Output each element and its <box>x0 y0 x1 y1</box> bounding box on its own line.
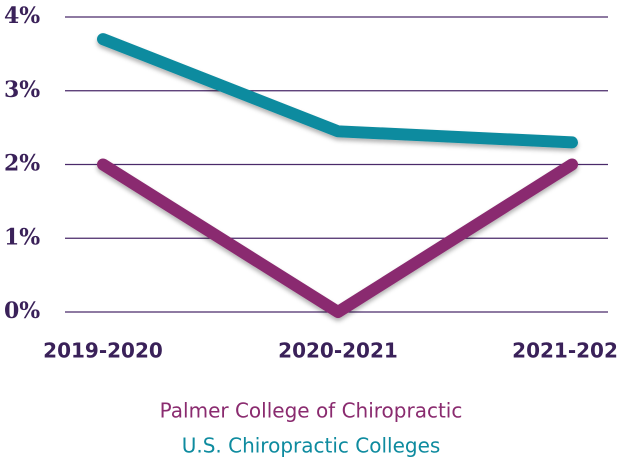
series-line <box>97 33 578 149</box>
series-line <box>97 158 578 318</box>
y-tick-label: 4% <box>4 3 40 29</box>
x-tick-label: 2021-2022 <box>512 339 617 363</box>
y-tick-label: 3% <box>4 77 40 103</box>
y-tick-label: 1% <box>4 224 40 250</box>
y-tick-label: 0% <box>4 298 40 324</box>
y-tick-label: 2% <box>4 151 40 177</box>
x-tick-label: 2020-2021 <box>278 339 398 363</box>
x-tick-label: 2019-2020 <box>43 339 163 363</box>
legend-label: U.S. Chiropractic Colleges <box>182 434 441 458</box>
legend-label: Palmer College of Chiropractic <box>160 399 463 423</box>
